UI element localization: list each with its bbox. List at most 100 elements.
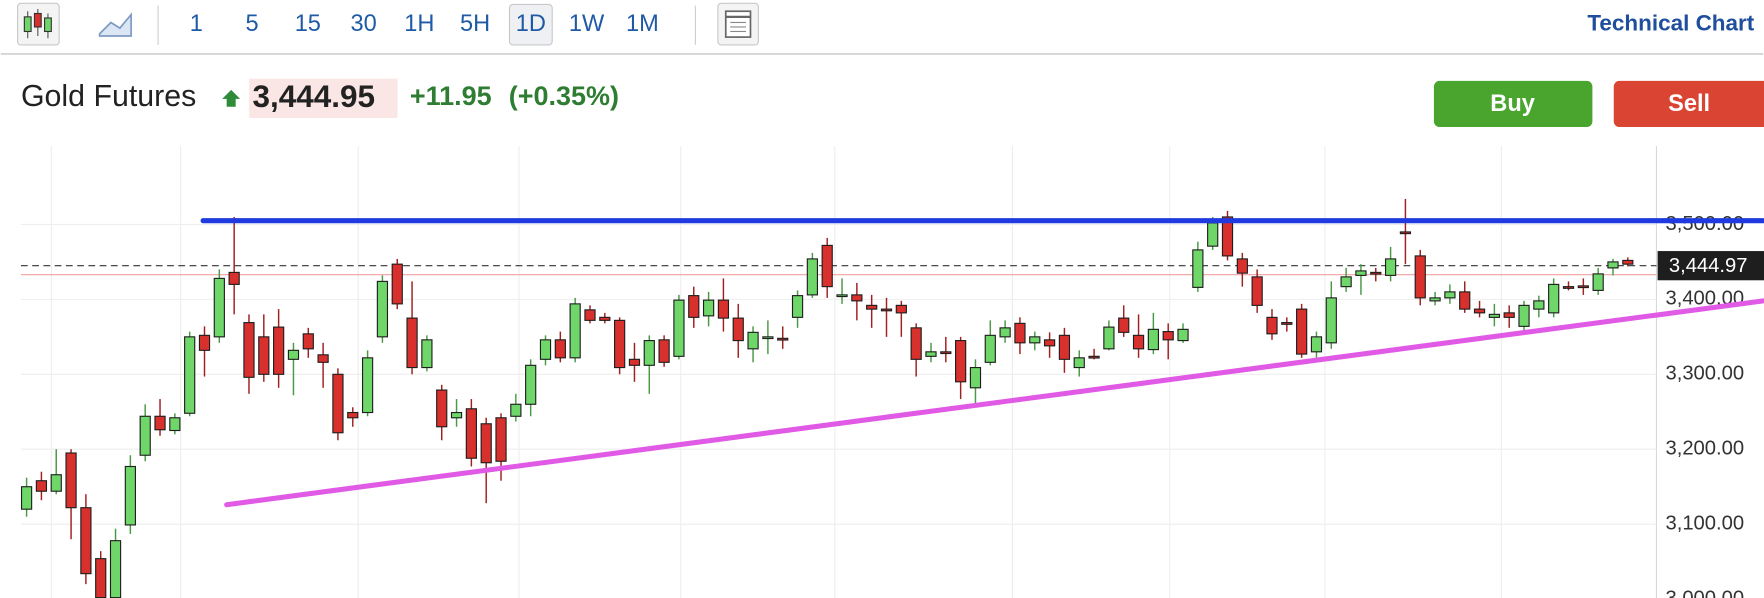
candle-body xyxy=(584,309,596,321)
candle-body xyxy=(717,299,730,319)
candle-body xyxy=(317,354,329,363)
candle-body xyxy=(1325,297,1337,344)
interval-button[interactable]: 5 xyxy=(246,11,259,37)
candle-body xyxy=(1488,313,1500,318)
candle-body xyxy=(1503,312,1515,318)
layout-button[interactable] xyxy=(717,2,759,46)
candle-body xyxy=(688,295,700,318)
interval-button[interactable]: 30 xyxy=(350,11,376,37)
candle-body xyxy=(1014,322,1026,344)
candle-body xyxy=(821,244,833,288)
candle-body xyxy=(1444,291,1456,299)
candle-body xyxy=(614,319,626,369)
buy-label[interactable]: Buy xyxy=(1490,91,1535,117)
candle-body xyxy=(65,452,77,509)
interval-button[interactable]: 1D xyxy=(516,11,546,37)
y-tick-label: 3,100.00 xyxy=(1665,513,1744,535)
candle-body xyxy=(184,336,196,414)
candle-body xyxy=(1207,222,1219,247)
candle-body xyxy=(1310,336,1323,353)
interval-button[interactable]: 1M xyxy=(626,11,659,37)
candle-body xyxy=(806,258,818,296)
candle-body xyxy=(1384,258,1397,276)
candle-body xyxy=(198,334,211,351)
candle-type-button[interactable] xyxy=(17,2,60,46)
line-type-button[interactable] xyxy=(98,12,132,37)
last-price-tag xyxy=(1657,251,1764,281)
candle-body xyxy=(95,558,107,598)
interval-button[interactable]: 1W xyxy=(569,11,605,37)
candle-body xyxy=(673,299,685,357)
candle-body xyxy=(1399,231,1412,235)
last-price-label: 3,444.97 xyxy=(1669,255,1748,277)
price-change: +11.95 xyxy=(410,81,492,111)
candle-body xyxy=(1043,339,1056,347)
interval-button[interactable]: 15 xyxy=(295,11,321,37)
candle-body xyxy=(465,408,477,459)
sell-label[interactable]: Sell xyxy=(1668,91,1710,117)
candle-body xyxy=(1562,286,1575,289)
candle-body xyxy=(1103,326,1115,350)
y-tick-label: 3,300.00 xyxy=(1665,363,1744,385)
up-arrow xyxy=(222,89,241,107)
candle-body xyxy=(1192,249,1204,288)
candle-body xyxy=(1296,308,1308,355)
candle-body xyxy=(450,411,463,419)
candle-body xyxy=(1473,308,1486,314)
candle-body xyxy=(732,317,744,342)
candle-body xyxy=(955,340,967,383)
selected-interval-bg xyxy=(508,3,553,46)
candle-body xyxy=(866,304,878,310)
candle-body xyxy=(1251,276,1263,306)
candle-body xyxy=(421,339,433,369)
y-tick-label: 3,200.00 xyxy=(1665,438,1744,460)
candle-body xyxy=(643,340,655,366)
candle-body xyxy=(243,322,255,378)
candle-body xyxy=(910,327,922,360)
candle-body xyxy=(569,303,581,359)
y-tick-label: 3,000.00 xyxy=(1665,587,1744,598)
candle-body xyxy=(169,417,181,432)
candle-body xyxy=(228,271,240,285)
candle-body xyxy=(762,336,774,340)
candle-body xyxy=(273,326,285,375)
candle-body xyxy=(1058,334,1071,360)
price-change-pct: (+0.35%) xyxy=(509,81,619,111)
instrument-name: Gold Futures xyxy=(21,80,196,113)
candle-body xyxy=(1221,216,1234,257)
trend-line xyxy=(224,298,1764,508)
candle-body xyxy=(1118,317,1130,333)
candle-body xyxy=(658,339,670,363)
candle-body xyxy=(1548,283,1560,314)
candle-body xyxy=(539,339,552,360)
candle-body xyxy=(213,277,225,338)
toolbar-title[interactable]: Technical Chart xyxy=(1587,11,1754,36)
sell-button[interactable]: Sell xyxy=(1613,80,1764,128)
candle-body xyxy=(940,351,952,355)
candle-body xyxy=(391,263,403,305)
candle-body xyxy=(332,373,344,434)
candle-body xyxy=(347,411,359,419)
interval-button[interactable]: 5H xyxy=(460,11,490,37)
candle-body xyxy=(1029,336,1041,344)
candle-body xyxy=(1147,328,1159,351)
candle-body xyxy=(1607,261,1619,269)
interval-button[interactable]: 1 xyxy=(190,11,203,37)
candle-body xyxy=(1533,300,1545,310)
interval-button[interactable]: 1H xyxy=(404,11,434,37)
candle-body xyxy=(80,507,92,575)
candle-body xyxy=(851,294,863,302)
candle-body xyxy=(999,327,1011,338)
candle-body xyxy=(1518,304,1530,327)
candle-body xyxy=(1414,255,1426,299)
candle-body xyxy=(406,317,418,369)
buy-button[interactable]: Buy xyxy=(1433,80,1593,128)
candle-body xyxy=(747,331,759,350)
candle-body xyxy=(495,417,507,462)
candle-body xyxy=(702,299,715,317)
candle-body xyxy=(510,403,522,417)
candle-body xyxy=(1622,259,1634,265)
candle-body xyxy=(1236,258,1248,274)
candle-body xyxy=(1132,334,1145,350)
